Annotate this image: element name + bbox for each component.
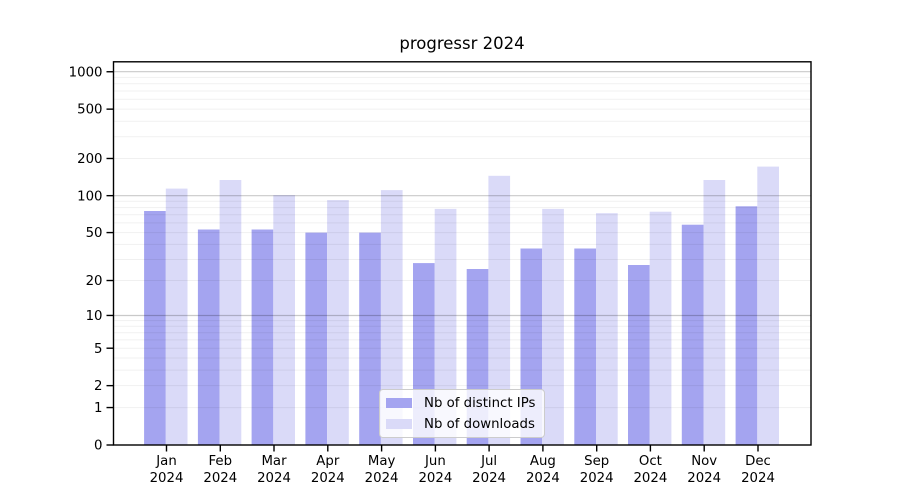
bar-ips-dec (735, 206, 758, 445)
x-tick-label-year: 2024 (418, 471, 452, 486)
bar-downloads-dec (757, 166, 779, 445)
x-tick-label-year: 2024 (633, 471, 667, 486)
bar-downloads-nov (703, 180, 726, 445)
y-tick-label: 20 (86, 274, 103, 289)
legend-swatch-ips (386, 397, 412, 409)
legend-item-downloads: Nb of downloads (386, 415, 536, 433)
y-tick-label: 5 (94, 342, 102, 357)
bar-downloads-oct (649, 211, 672, 445)
bar-downloads-aug (542, 208, 564, 445)
x-tick-label-year: 2024 (311, 471, 345, 486)
y-tick-label: 1 (94, 401, 102, 416)
bar-ips-may (359, 232, 381, 445)
bar-downloads-jan (165, 188, 188, 445)
bar-ips-sep (574, 248, 596, 445)
x-tick-label-month: Sep (584, 454, 609, 469)
y-tick-label: 200 (77, 152, 102, 167)
bar-ips-oct (628, 265, 650, 445)
x-tick-label-year: 2024 (150, 471, 184, 486)
x-tick-label-month: Apr (316, 454, 340, 469)
x-tick-label-month: Nov (691, 454, 717, 469)
bar-downloads-mar (273, 195, 295, 445)
legend-swatch-downloads (386, 418, 412, 430)
bar-downloads-apr (327, 200, 349, 445)
bar-ips-jan (144, 211, 166, 445)
x-tick-label-year: 2024 (741, 471, 775, 486)
y-tick-label: 50 (86, 226, 103, 241)
bar-downloads-sep (596, 213, 618, 445)
y-tick-label: 10 (86, 309, 103, 324)
bar-downloads-may (380, 190, 403, 445)
x-tick-label-year: 2024 (526, 471, 560, 486)
x-tick-label-year: 2024 (580, 471, 614, 486)
x-tick-label-year: 2024 (472, 471, 506, 486)
bar-ips-apr (305, 232, 328, 445)
chart-title: progressr 2024 (399, 34, 525, 53)
y-tick-label: 1000 (69, 65, 103, 80)
x-tick-label-year: 2024 (365, 471, 399, 486)
x-tick-label-year: 2024 (257, 471, 291, 486)
y-tick-label: 0 (94, 439, 102, 454)
x-tick-label-month: Jan (155, 454, 177, 469)
legend-item-distinct-ips: Nb of distinct IPs (386, 394, 536, 412)
x-tick-label-month: Feb (209, 454, 233, 469)
x-tick-label-month: Aug (530, 454, 556, 469)
x-tick-label-month: Jun (424, 454, 446, 469)
x-tick-label-month: Dec (745, 454, 771, 469)
x-tick-label-month: Jul (480, 454, 497, 469)
bar-ips-feb (197, 229, 220, 445)
y-tick-label: 500 (77, 103, 102, 118)
bar-ips-nov (681, 224, 704, 445)
x-tick-label-month: May (368, 454, 396, 469)
bar-downloads-jul (488, 175, 511, 446)
legend: Nb of distinct IPs Nb of downloads (379, 389, 545, 438)
x-tick-label-month: Oct (639, 454, 662, 469)
y-tick-label: 2 (94, 379, 102, 394)
x-tick-label-year: 2024 (203, 471, 237, 486)
plot-border (112, 61, 812, 446)
x-tick-label-month: Mar (261, 454, 287, 469)
bar-downloads-jun (434, 208, 457, 445)
x-tick-label-year: 2024 (687, 471, 721, 486)
y-tick-label: 100 (77, 189, 102, 204)
bar-downloads-feb (219, 180, 242, 445)
legend-label-ips: Nb of distinct IPs (424, 395, 536, 411)
legend-label-downloads: Nb of downloads (424, 416, 535, 432)
bar-ips-mar (251, 229, 274, 445)
